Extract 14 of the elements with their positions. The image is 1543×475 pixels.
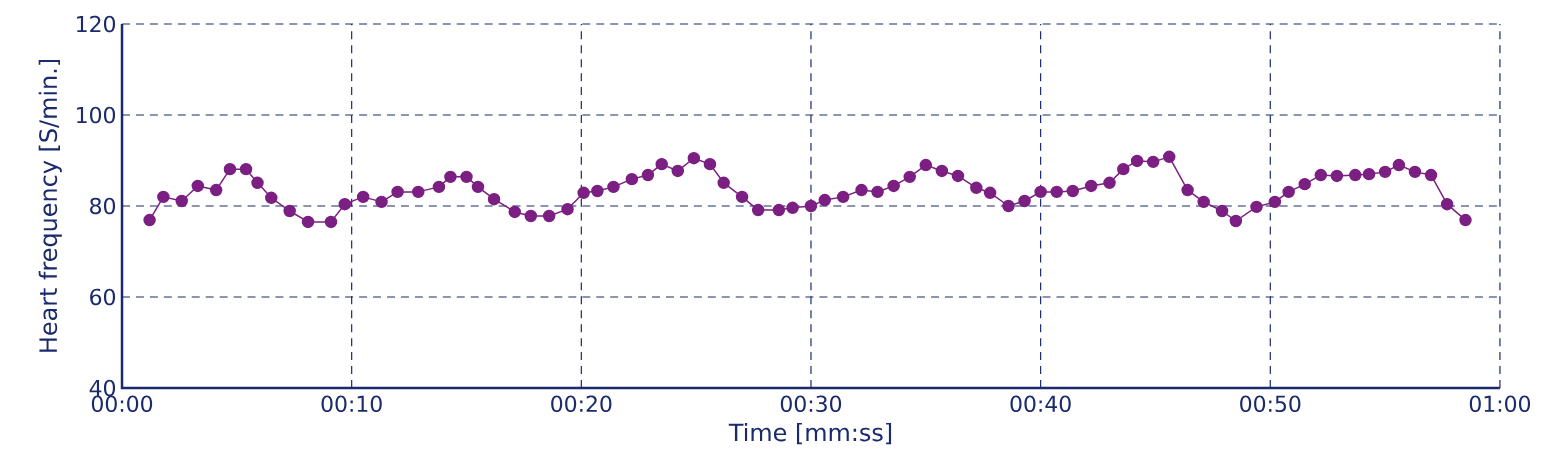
y-tick-label: 100 [77,106,116,124]
y-axis-title: Heart frequency [S/min.] [38,59,62,352]
x-tick-label: 00:40 [1010,395,1071,413]
x-tick-label: 00:20 [551,395,612,413]
x-axis-title: Time [mm:ss] [728,422,892,445]
x-tick-label: 00:00 [91,395,153,413]
x-tick-label: 00:10 [321,395,382,413]
y-tick-label: 80 [90,197,116,215]
x-tick-label: 00:50 [1240,395,1301,413]
y-tick-label: 120 [77,15,116,33]
x-tick-label: 01:00 [1469,395,1531,413]
y-tick-label: 40 [89,379,116,397]
y-tick-label: 60 [90,288,116,306]
x-tick-label: 00:30 [780,395,842,413]
